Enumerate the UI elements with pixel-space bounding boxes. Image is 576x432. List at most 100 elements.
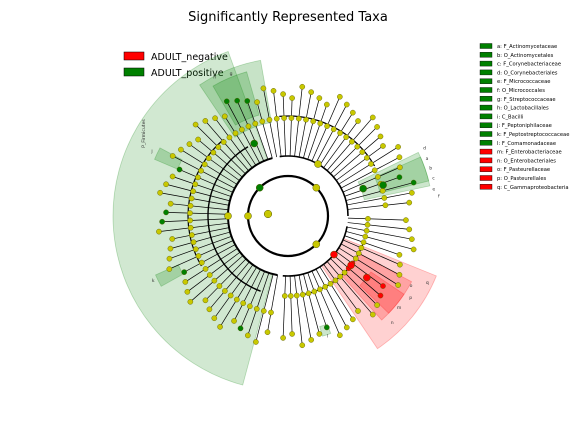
leaf-branch (205, 258, 247, 301)
leaf-branch (267, 275, 278, 333)
leaf-branch (344, 235, 400, 256)
leaf-node (212, 115, 218, 121)
leaf-branch (333, 254, 381, 296)
inner-node (195, 174, 201, 181)
leaf-branch (273, 90, 282, 157)
leaf-node (192, 121, 199, 128)
leaf-branch (346, 226, 412, 240)
clade-node (250, 139, 258, 148)
leaf-branch (172, 155, 235, 189)
leaf-branch (319, 112, 354, 166)
leaf-branch (214, 264, 254, 319)
taxa-key-label: j: F_Peptoniphilaceae (496, 123, 552, 129)
leaf-node (167, 245, 174, 252)
leaf-node (182, 279, 189, 285)
leaf-branch (289, 98, 293, 157)
leaf-node (374, 124, 380, 130)
leaf-node (159, 218, 165, 225)
leaf-node (299, 83, 306, 90)
leaf-branch (289, 275, 293, 334)
tree-nodes (156, 83, 417, 349)
taxa-key-label: c: F_Corynebacteriaceae (497, 62, 561, 68)
taxa-key-swatch (479, 166, 493, 172)
leaf-branch (224, 116, 257, 166)
inner-node (232, 130, 239, 137)
leaf-branch (165, 183, 231, 202)
leaf-branch (303, 273, 320, 334)
inner-node (188, 195, 195, 202)
leaf-node (167, 200, 174, 207)
leaf-branch (336, 251, 384, 287)
leaf-node (202, 118, 209, 124)
leaf-branch (219, 266, 257, 328)
clade-label-c: c (432, 177, 435, 182)
inner-node (281, 115, 287, 121)
inner-node (201, 161, 208, 168)
inner-node (293, 292, 300, 299)
inner-node (343, 134, 349, 140)
leaf-branch (180, 149, 238, 185)
tree-branches (158, 86, 414, 346)
taxa-key-swatch (479, 113, 493, 120)
inner-node (189, 232, 195, 238)
inner-node (341, 269, 348, 276)
clade-label-g: g (230, 72, 233, 77)
leaf-branch (326, 117, 374, 171)
leaf-node (169, 173, 176, 180)
leaf-node (231, 318, 237, 324)
leaf-node (178, 146, 184, 153)
leaf-node (337, 332, 343, 339)
inner-node (358, 245, 365, 251)
inner-node (381, 195, 388, 201)
leaf-node (395, 282, 401, 288)
leaf-node (355, 118, 361, 124)
leaf-node (223, 98, 230, 105)
clade-node (330, 250, 338, 259)
clade-node (312, 240, 321, 249)
leaf-branch (170, 231, 231, 249)
inner-node (327, 280, 334, 287)
leaf-node (355, 308, 361, 314)
leaf-node (163, 209, 169, 216)
inner-node (379, 188, 386, 194)
clade-label-k: k (152, 278, 155, 284)
clade-node (255, 183, 264, 192)
inner-node (190, 239, 197, 245)
clade-label-h: h (213, 74, 216, 80)
leaf-node (169, 236, 176, 242)
leaf-branch (172, 227, 230, 240)
leaf-node (397, 164, 403, 171)
leaf-node (403, 217, 409, 223)
leaf-branch (247, 272, 270, 336)
inner-node (310, 118, 316, 125)
leaf-node (176, 166, 183, 173)
leaf-node (195, 136, 201, 143)
leaf-node (187, 299, 194, 305)
clade-label-f: f (438, 193, 440, 199)
clade-node (314, 160, 322, 168)
inner-node (187, 224, 194, 231)
leaf-node (369, 114, 376, 121)
leaf-node (316, 95, 323, 101)
leaf-node (280, 91, 286, 97)
leaf-branch (298, 274, 312, 340)
clade-shade-j (154, 147, 183, 170)
inner-node (259, 118, 266, 125)
leaf-branch (179, 169, 233, 193)
leaf-branch (330, 126, 378, 174)
inner-node (190, 188, 196, 195)
leaf-node (396, 252, 403, 258)
leaf-branch (347, 217, 406, 221)
leaf-node (380, 143, 386, 149)
taxa-key-swatch (479, 96, 493, 102)
taxa-key-label: q: C_Gammaproteobacteria (497, 185, 569, 191)
leaf-branch (340, 243, 400, 276)
leaf-branch (160, 192, 230, 206)
clade-node (224, 212, 232, 220)
leaf-branch (282, 94, 286, 157)
leaf-branch (323, 120, 359, 168)
taxa-key-swatch (479, 175, 493, 181)
clade-label-j: j (150, 149, 152, 155)
leaf-node (169, 153, 176, 159)
